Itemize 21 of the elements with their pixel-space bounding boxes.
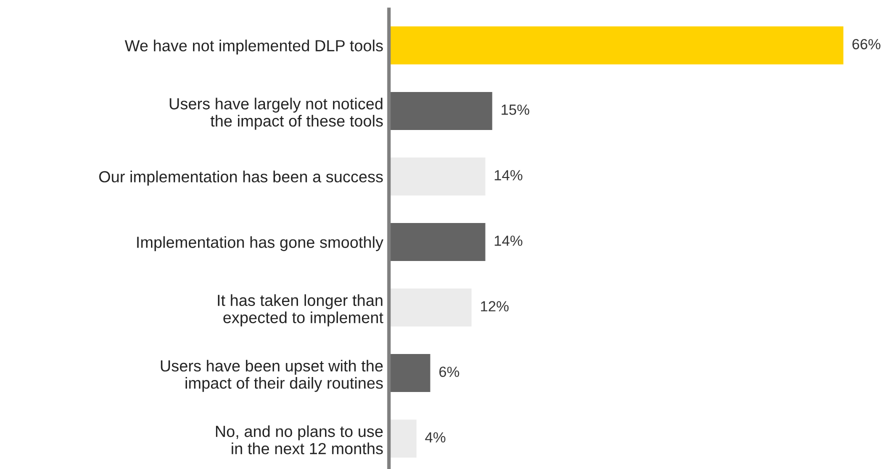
y-tick-label: Users have largely not noticed the impact of these tools: [170, 98, 383, 130]
data-label: 15%: [502, 104, 530, 115]
bar: [388, 223, 486, 262]
y-tick-label: Implementation has gone smoothly: [137, 236, 384, 252]
bar: [388, 288, 472, 327]
y-tick-label: Users have been upset with the impact of their daily routines: [160, 360, 383, 392]
y-tick-label: It has taken longer than expected to implement: [218, 294, 384, 326]
y-tick-label: Our implementation has been a success: [99, 170, 383, 186]
data-label: 4%: [425, 432, 446, 442]
y-tick-label: We have not implemented DLP tools: [124, 40, 383, 55]
bar: [388, 420, 416, 458]
data-label: 12%: [481, 301, 509, 312]
data-label: 6%: [439, 366, 460, 377]
bar: [388, 157, 486, 196]
data-label: 14%: [494, 170, 522, 180]
y-tick-label: No, and no plans to use in the next 12 months: [216, 425, 383, 454]
bar: [388, 26, 844, 64]
data-label: 14%: [494, 236, 522, 246]
bar: [388, 354, 430, 392]
data-label: 66%: [852, 39, 880, 50]
bar: [388, 92, 492, 130]
